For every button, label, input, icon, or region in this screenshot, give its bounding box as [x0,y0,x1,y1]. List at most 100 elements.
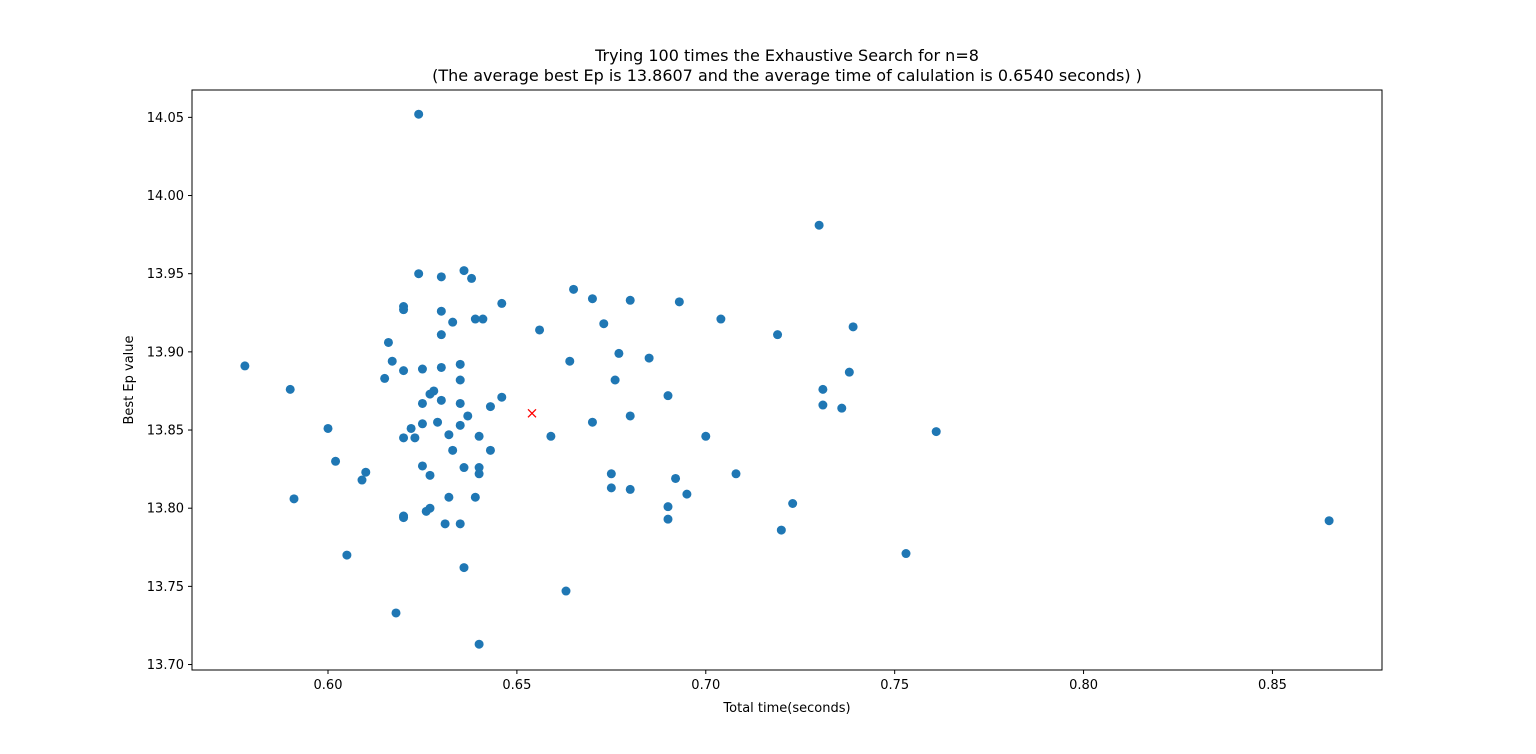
data-point [497,298,507,308]
data-point [485,445,495,455]
data-point [485,402,495,412]
data-point [455,398,465,408]
data-point [610,375,620,385]
y-tick-label: 13.95 [147,267,184,282]
data-point [467,273,477,283]
data-point [478,314,488,324]
chart-title-line-1: Trying 100 times the Exhaustive Search f… [594,46,979,65]
data-point [380,373,390,383]
data-point [606,483,616,493]
y-tick-label: 13.70 [147,658,184,673]
y-tick-label: 13.90 [147,345,184,360]
data-point [417,461,427,471]
data-point [901,549,911,559]
data-point [406,423,416,433]
data-point [342,550,352,560]
data-point [701,431,711,441]
data-point [433,417,443,427]
data-point [569,284,579,294]
data-point [436,330,446,340]
data-point [444,492,454,502]
data-point [240,361,250,371]
data-point [625,295,635,305]
data-point [474,431,484,441]
data-point [814,220,824,230]
data-point [436,272,446,282]
data-point [844,367,854,377]
y-tick-label: 14.05 [147,111,184,126]
y-tick-label: 13.75 [147,580,184,595]
x-tick-label: 0.70 [691,678,720,693]
data-point [546,431,556,441]
data-point [399,513,409,523]
data-point [931,427,941,437]
data-point [788,499,798,509]
data-point [455,375,465,385]
data-point [497,392,507,402]
data-point [399,366,409,376]
data-point [818,384,828,394]
data-point [625,484,635,494]
data-point [444,430,454,440]
data-point [410,433,420,443]
data-point [1324,516,1334,526]
data-point [671,473,681,483]
data-point [436,395,446,405]
data-point [773,330,783,340]
data-point [606,469,616,479]
data-point [614,348,624,358]
data-point [535,325,545,335]
y-axis-label: Best Ep value [122,335,137,424]
data-point [459,266,469,276]
data-point [455,519,465,529]
data-point [731,469,741,479]
y-axis-ticks: 13.70 13.75 13.80 13.85 13.90 13.95 14.00 14.05 [147,111,192,673]
data-point [663,391,673,401]
data-point [399,305,409,315]
data-point [587,294,597,304]
y-tick-label: 13.80 [147,502,184,517]
x-tick-label: 0.75 [880,678,909,693]
data-point [459,463,469,473]
data-point [644,353,654,363]
data-point [425,389,435,399]
data-point [561,586,571,596]
data-point [837,403,847,413]
data-point [818,400,828,410]
data-point [448,317,458,327]
data-point [289,494,299,504]
data-point [399,433,409,443]
data-point [425,470,435,480]
data-point [436,362,446,372]
data-point [436,306,446,316]
y-tick-label: 14.00 [147,189,184,204]
data-point [417,419,427,429]
points-layer [240,109,1334,649]
data-point [599,319,609,329]
x-axis-label: Total time(seconds) [722,701,850,716]
x-tick-label: 0.60 [314,678,343,693]
data-point [387,356,397,366]
x-axis-ticks: 0.60 0.65 0.70 0.75 0.80 0.85 [314,670,1287,693]
plot-area-frame [191,89,1383,671]
data-point [459,563,469,573]
data-point [682,489,692,499]
data-point [470,492,480,502]
x-tick-label: 0.65 [502,678,531,693]
data-point [448,445,458,455]
data-point [470,314,480,324]
data-point [417,398,427,408]
data-point [663,514,673,524]
data-point [587,417,597,427]
data-point [383,337,393,347]
mean-marker [527,408,537,418]
data-point [565,356,575,366]
data-point [674,297,684,307]
data-point [417,364,427,374]
chart-title-line-2: (The average best Ep is 13.8607 and the … [432,66,1142,85]
data-point [425,503,435,513]
data-point [716,314,726,324]
data-point [474,469,484,479]
